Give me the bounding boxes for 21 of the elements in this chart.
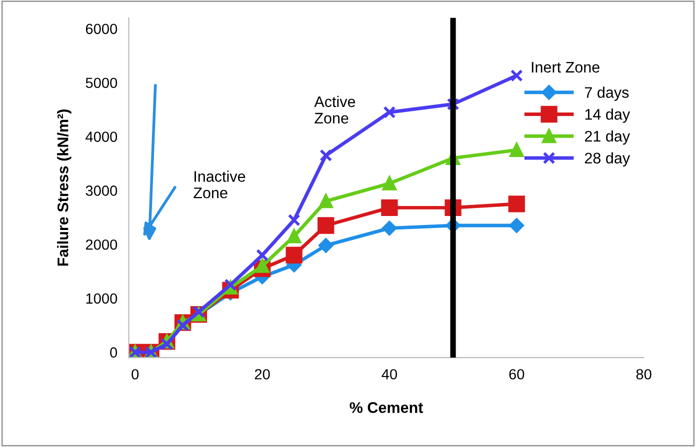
x-tick-label: 80	[636, 369, 652, 380]
y-tick-label: 5000	[86, 78, 118, 88]
x-tick-label: 20	[254, 369, 270, 380]
x-tick-label: 60	[509, 369, 524, 380]
y-tick-label: 2000	[86, 239, 118, 250]
x-tick-label: 40	[382, 369, 397, 380]
x-tick-label: 0	[132, 369, 139, 380]
y-tick-label: 6000	[86, 24, 118, 34]
y-tick-label: 0	[110, 347, 118, 358]
y-tick-label: 1000	[86, 293, 118, 304]
legend-label: 14 day	[585, 108, 630, 123]
annotation: Inert Zone	[532, 62, 600, 73]
legend-label: 28 day	[584, 152, 630, 167]
annotation: Inactive Zone	[194, 170, 246, 198]
y-tick-label: 4000	[86, 132, 118, 142]
legend-label: 21 day	[584, 130, 630, 145]
y-axis-title: Failure Stress (kN/m²)	[57, 110, 72, 266]
y-tick-label: 3000	[86, 186, 118, 196]
x-axis-title: % Cement	[350, 402, 424, 413]
annotation: Active Zone	[314, 96, 356, 124]
legend-label: 7 days	[584, 86, 629, 101]
